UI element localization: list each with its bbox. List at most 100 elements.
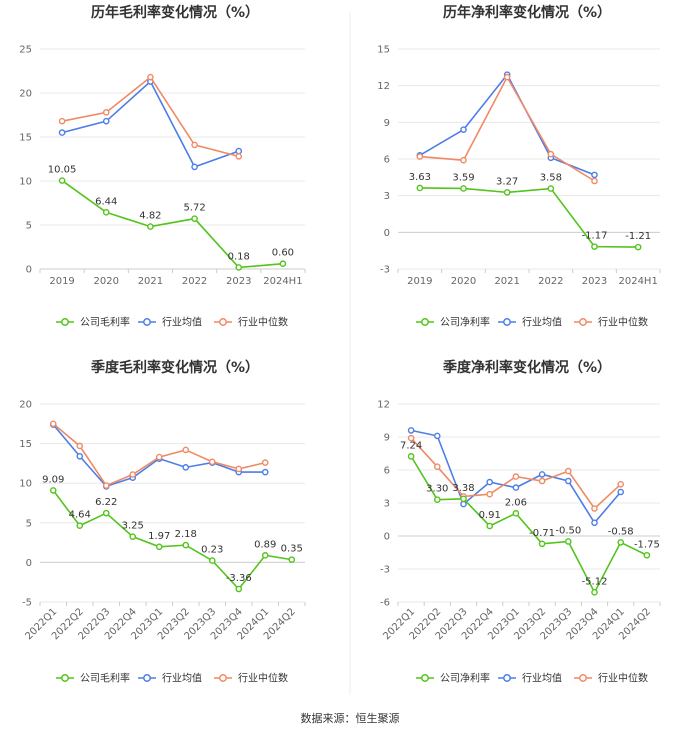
data-point-primary	[565, 538, 572, 545]
data-label: 3.25	[122, 521, 144, 532]
data-label: -1.21	[625, 231, 651, 242]
data-label: 0.35	[281, 544, 303, 555]
data-point-median	[261, 459, 269, 466]
data-label: 0.23	[201, 545, 223, 556]
data-point-primary	[617, 539, 625, 546]
data-point-primary	[433, 496, 441, 504]
x-tick-label: 2020	[94, 276, 119, 287]
series-line-median	[419, 75, 595, 182]
y-tick-label: -3	[380, 565, 390, 576]
y-tick-label: 6	[384, 466, 390, 477]
data-point-primary	[634, 243, 642, 251]
y-tick-label: -3	[380, 265, 390, 276]
legend-label: 行业中位数	[238, 672, 288, 685]
series-line-median	[61, 75, 239, 158]
data-point-median	[182, 446, 190, 454]
y-tick-label: 25	[19, 45, 32, 56]
data-point-avg	[460, 126, 467, 133]
x-tick-label: 2021	[138, 276, 163, 287]
legend-label: 行业中位数	[598, 672, 648, 685]
data-point-primary	[102, 209, 110, 216]
legend-swatch-marker	[421, 318, 429, 326]
data-point-primary	[503, 189, 511, 196]
data-label: -1.75	[634, 539, 660, 550]
x-tick-label: 2024H1	[618, 276, 657, 287]
data-point-primary	[208, 557, 216, 564]
data-point-avg	[76, 452, 84, 460]
data-point-median	[486, 490, 494, 498]
y-tick-label: 0	[26, 558, 32, 569]
data-point-median	[538, 477, 546, 485]
data-point-primary	[147, 223, 154, 230]
data-point-median	[617, 480, 625, 488]
y-tick-label: 0	[384, 228, 390, 239]
data-point-avg	[433, 432, 441, 440]
data-point-median	[547, 150, 555, 158]
legend-label: 行业均值	[522, 316, 562, 329]
y-tick-label: 9	[384, 118, 390, 129]
chart-title: 季度毛利率变化情况（%）	[90, 359, 259, 376]
chart-legend: 公司净利率 行业均值 行业中位数	[416, 316, 648, 329]
data-point-avg	[407, 427, 415, 434]
data-point-median	[416, 153, 424, 160]
data-label: -1.17	[582, 231, 608, 242]
data-label: 0.89	[254, 539, 276, 550]
data-label: 3.59	[452, 172, 474, 183]
y-tick-label: 12	[377, 400, 390, 411]
y-tick-label: 3	[384, 191, 390, 202]
data-source: 数据来源：恒生聚源	[301, 711, 400, 725]
data-point-median	[58, 117, 66, 125]
data-point-avg	[512, 484, 520, 491]
data-point-primary	[261, 552, 269, 559]
data-point-primary	[591, 243, 598, 250]
data-point-avg	[538, 471, 546, 478]
chart-panels: 历年毛利率变化情况（%） 0 5 10 15 20 25 2019 2020 2021 2022 20…	[19, 4, 661, 685]
series-line-avg	[61, 80, 240, 168]
data-label: -5.12	[582, 576, 608, 587]
data-label: 1.97	[148, 531, 170, 542]
data-point-primary	[460, 185, 467, 192]
data-point-median	[191, 141, 198, 149]
data-point-avg	[460, 500, 467, 508]
data-point-primary	[76, 522, 84, 529]
y-tick-label: 12	[377, 81, 390, 92]
data-point-avg	[486, 478, 494, 486]
data-point-median	[565, 467, 572, 475]
data-point-primary	[512, 510, 520, 517]
data-point-primary	[486, 522, 494, 530]
x-tick-label: 2022	[538, 276, 563, 287]
y-tick-label: 20	[19, 400, 32, 411]
data-label: 0.18	[228, 251, 250, 262]
data-point-primary	[235, 585, 243, 593]
data-point-avg	[102, 117, 110, 125]
data-label: 4.82	[139, 211, 161, 222]
data-point-median	[208, 458, 216, 466]
data-point-median	[433, 463, 441, 471]
chart-title: 历年毛利率变化情况（%）	[91, 4, 259, 21]
data-point-primary	[538, 540, 546, 548]
y-tick-label: 10	[19, 177, 32, 188]
y-tick-label: 5	[26, 221, 32, 232]
data-label: 9.09	[42, 474, 64, 485]
data-label: 3.63	[409, 172, 431, 183]
legend-swatch-marker	[503, 674, 511, 682]
data-point-median	[460, 156, 467, 164]
legend-swatch-marker	[579, 674, 587, 682]
legend-label: 行业中位数	[238, 316, 288, 329]
data-label: 4.64	[69, 510, 91, 521]
data-point-primary	[407, 453, 415, 460]
y-tick-label: 15	[19, 133, 32, 144]
data-point-primary	[155, 543, 163, 551]
x-tick-label: 2023	[582, 276, 607, 287]
y-tick-label: 5	[26, 518, 32, 529]
x-tick-label: 2023	[226, 276, 251, 287]
data-point-avg	[191, 163, 198, 171]
data-point-primary	[191, 215, 198, 222]
y-tick-label: 9	[384, 433, 390, 444]
legend-swatch-marker	[503, 318, 511, 326]
x-tick-label: 2024H1	[263, 276, 302, 287]
data-label: -0.71	[529, 528, 555, 539]
legend-label: 公司净利率	[440, 672, 490, 685]
data-point-primary	[279, 260, 287, 268]
data-point-avg	[182, 464, 190, 471]
